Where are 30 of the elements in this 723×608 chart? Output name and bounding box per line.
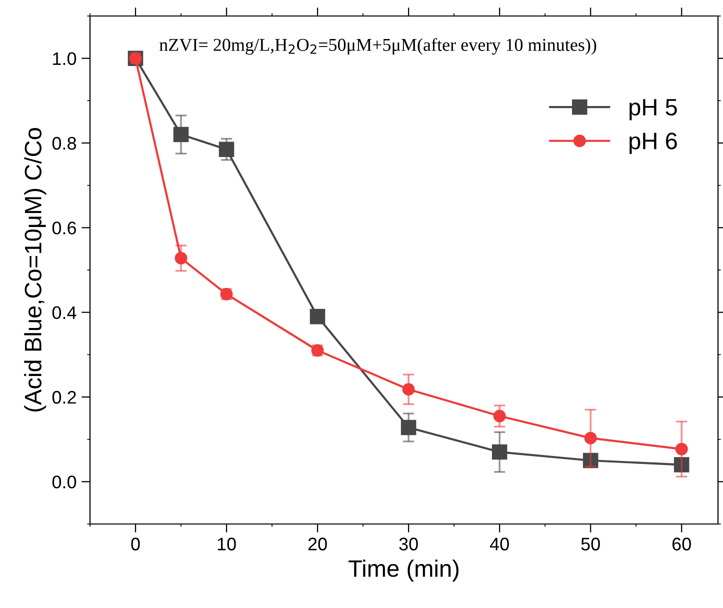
point — [582, 452, 598, 468]
y-tick-label: 0.8 — [52, 136, 76, 150]
point — [493, 410, 506, 422]
x-axis-title: Time (min) — [348, 560, 458, 582]
point — [584, 432, 597, 444]
x-tick-label: 30 — [399, 538, 418, 550]
point — [400, 420, 416, 436]
point — [310, 308, 326, 324]
point — [492, 444, 508, 460]
annotation: nZVI= 20mg/L,H$_{2}$O$_{2}$=50μM+5μM(after every 10 minutes)) — [159, 38, 596, 55]
point — [174, 252, 188, 264]
legend-label: pH 5 — [630, 99, 677, 120]
x-tick-label: 20 — [308, 538, 327, 550]
x-tick-label: 10 — [218, 538, 236, 550]
y-tick-label: 0.2 — [52, 390, 76, 404]
point — [218, 142, 234, 157]
y-axis-title: (Acid Blue,Co=10μM) C/Co — [24, 128, 46, 412]
point — [674, 457, 690, 472]
point — [173, 126, 189, 142]
x-tick-label: 0 — [131, 538, 140, 550]
x-tick-label: 40 — [490, 538, 509, 550]
y-tick-label: 0.0 — [52, 476, 76, 488]
y-tick-label: 1.0 — [53, 52, 76, 66]
point — [675, 442, 688, 456]
x-tick-label: 60 — [672, 538, 691, 550]
y-tick-label: 0.4 — [52, 306, 76, 320]
x-tick-label: 50 — [581, 538, 600, 550]
y-tick-label: 0.6 — [52, 222, 76, 234]
point — [402, 383, 415, 396]
legend-label: pH 6 — [630, 132, 677, 154]
